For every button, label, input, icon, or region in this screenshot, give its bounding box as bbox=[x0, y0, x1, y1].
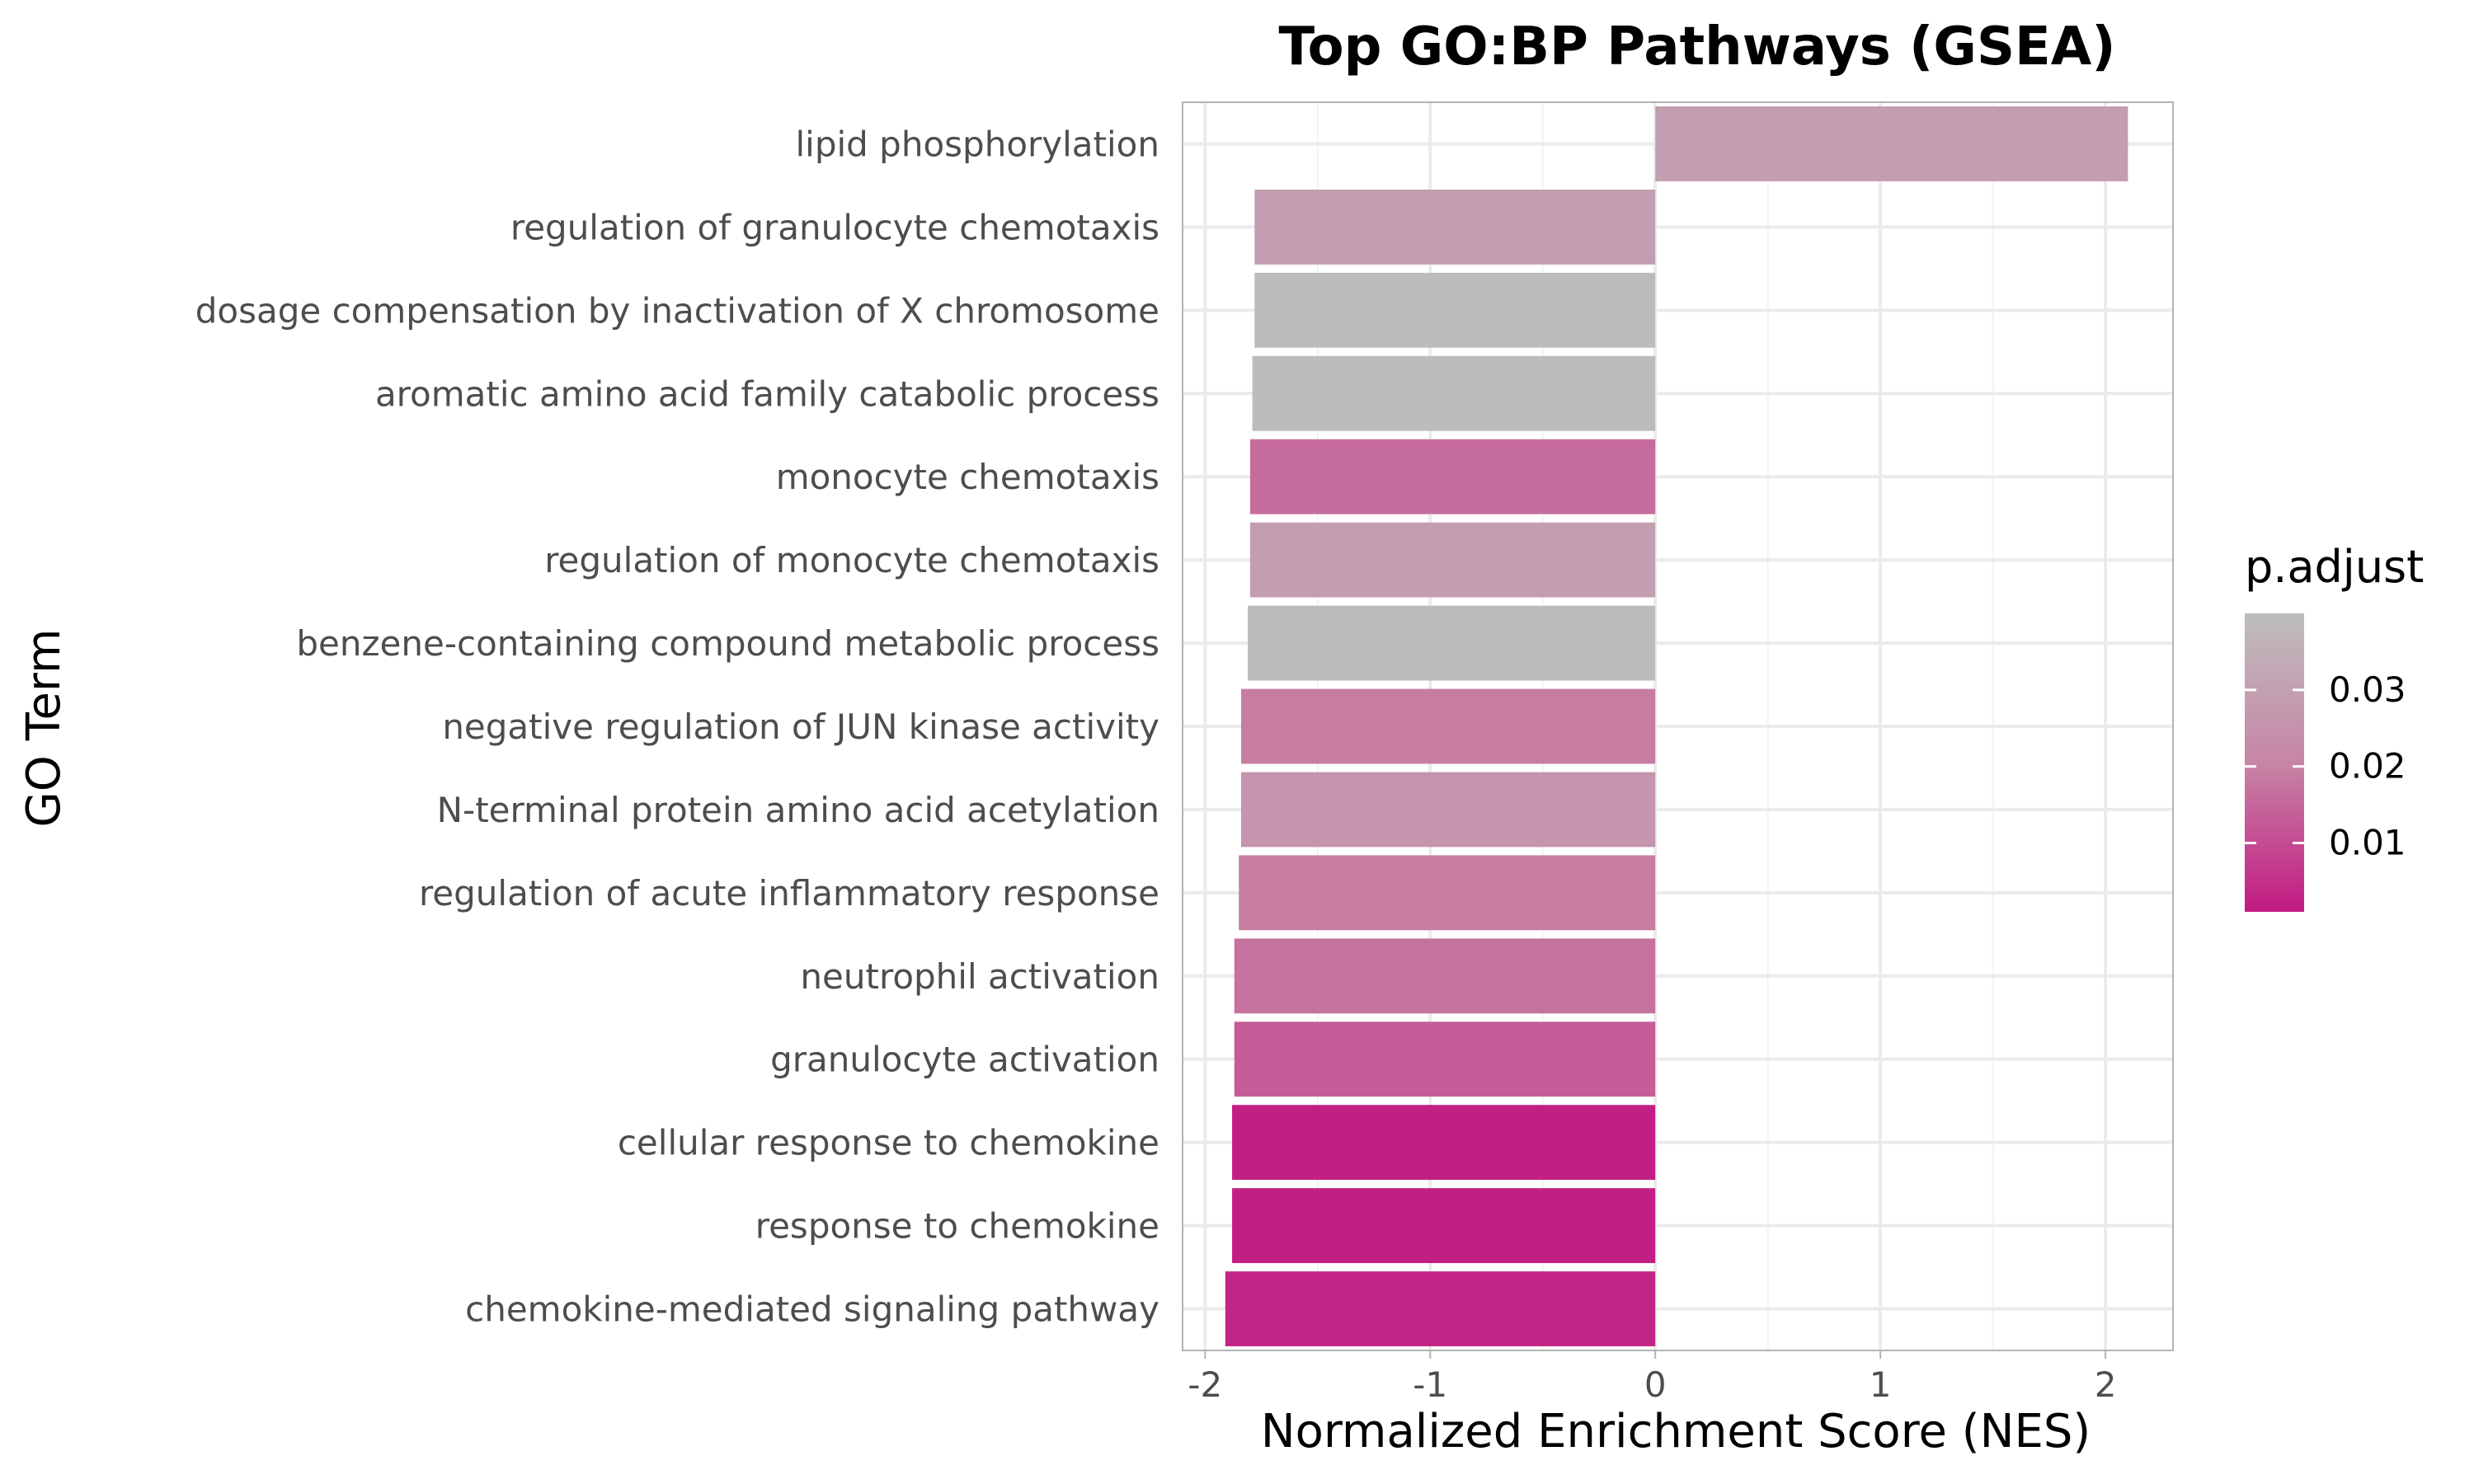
y-tick-label: response to chemokine bbox=[755, 1206, 1159, 1247]
y-tick-label: benzene-containing compound metabolic pr… bbox=[296, 623, 1159, 664]
bar bbox=[1655, 106, 2128, 181]
y-tick-label: monocyte chemotaxis bbox=[776, 457, 1159, 497]
y-tick-label: granulocyte activation bbox=[770, 1040, 1159, 1080]
bar bbox=[1254, 272, 1656, 348]
bar bbox=[1234, 938, 1656, 1014]
y-tick-label: negative regulation of JUN kinase activi… bbox=[442, 707, 1159, 747]
bar bbox=[1232, 1105, 1656, 1181]
y-tick-label: dosage compensation by inactivation of X… bbox=[195, 290, 1159, 331]
legend-title: p.adjust bbox=[2245, 541, 2424, 593]
y-tick-label: lipid phosphorylation bbox=[796, 124, 1160, 164]
legend-tick-label: 0.03 bbox=[2329, 669, 2406, 710]
legend-tick-label: 0.01 bbox=[2329, 822, 2406, 862]
bar bbox=[1249, 522, 1656, 598]
panel-border bbox=[1182, 101, 2174, 1351]
bar bbox=[1232, 1188, 1656, 1264]
y-axis-ticks: lipid phosphorylation regulation of granu… bbox=[195, 124, 1159, 1329]
bar bbox=[1252, 355, 1656, 431]
x-tick-label: 0 bbox=[1644, 1364, 1667, 1405]
y-tick-label: neutrophil activation bbox=[800, 956, 1159, 997]
bar bbox=[1234, 1021, 1656, 1097]
legend-ticks: 0.03 0.02 0.01 bbox=[2245, 669, 2406, 862]
bar bbox=[1240, 688, 1656, 764]
x-axis-title: Normalized Enrichment Score (NES) bbox=[1261, 1405, 2091, 1458]
y-axis-title: GO Term bbox=[17, 628, 71, 827]
y-tick-label: regulation of monocyte chemotaxis bbox=[544, 540, 1159, 580]
bar bbox=[1240, 772, 1656, 848]
y-tick-label: regulation of granulocyte chemotaxis bbox=[510, 207, 1159, 247]
y-tick-label: chemokine-mediated signaling pathway bbox=[465, 1289, 1159, 1330]
bar bbox=[1249, 439, 1656, 514]
y-tick-label: aromatic amino acid family catabolic pro… bbox=[375, 373, 1159, 414]
bar bbox=[1225, 1271, 1656, 1346]
y-tick-label: N-terminal protein amino acid acetylatio… bbox=[437, 790, 1159, 830]
bar bbox=[1239, 855, 1656, 931]
x-tick-label: 1 bbox=[1870, 1364, 1892, 1405]
chart-title: Top GO:BP Pathways (GSEA) bbox=[1278, 16, 2115, 77]
x-tick-label: -2 bbox=[1188, 1364, 1222, 1405]
legend-colorbar bbox=[2245, 613, 2304, 912]
legend-tick-label: 0.02 bbox=[2329, 746, 2406, 787]
x-axis-ticks: -2 -1 0 1 2 bbox=[1188, 1350, 2116, 1405]
bar bbox=[1254, 189, 1656, 265]
y-tick-label: regulation of acute inflammatory respons… bbox=[419, 873, 1159, 913]
bars bbox=[1225, 106, 2128, 1346]
legend: p.adjust 0.03 0.02 0.01 bbox=[2245, 541, 2424, 912]
y-tick-label: cellular response to chemokine bbox=[618, 1123, 1159, 1163]
bar bbox=[1248, 605, 1656, 681]
x-tick-label: -1 bbox=[1413, 1364, 1447, 1405]
x-tick-label: 2 bbox=[2095, 1364, 2117, 1405]
